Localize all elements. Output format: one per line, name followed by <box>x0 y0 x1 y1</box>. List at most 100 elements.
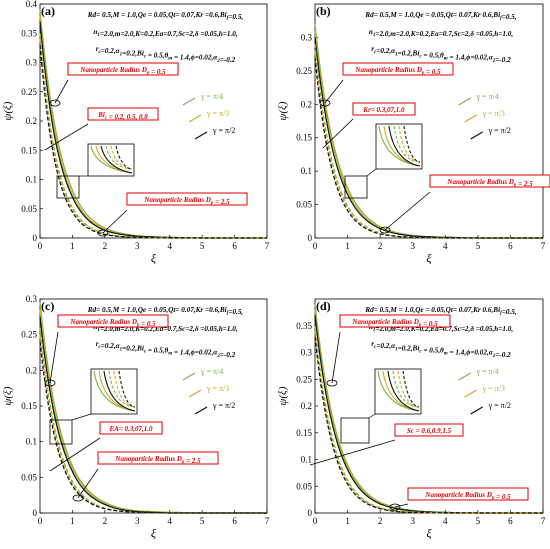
legend-label: γ = π/4 <box>200 92 223 101</box>
legend-label: γ = π/3 <box>206 384 229 393</box>
zoom-curve <box>388 125 421 167</box>
x-tick-label: 1 <box>70 516 75 526</box>
plot-frame <box>314 3 544 239</box>
parameter-line: n1=2.0,m=2.0,K=0.2,Ea=0.7,Sc=2,δ =0.05,h… <box>369 28 513 38</box>
y-tick-label: 0.05 <box>296 481 312 491</box>
y-tick-label: 0.05 <box>21 204 37 214</box>
zoom-region <box>56 175 80 199</box>
x-tick-label: 0 <box>313 241 318 251</box>
legend-label: γ = π/3 <box>482 384 505 393</box>
marker-ellipse <box>326 379 338 387</box>
callout-box <box>342 62 454 76</box>
callout-label: Nanoparticle Radius Dp = 0.5 <box>354 66 441 76</box>
callout-label: Kr= 0.3,07,1.0 <box>362 106 405 114</box>
callout-arrow <box>77 468 99 499</box>
series-line <box>314 336 543 514</box>
y-tick-label: 0.05 <box>296 200 312 210</box>
y-tick-label: 0.3 <box>26 294 38 304</box>
x-tick-label: 3 <box>135 241 140 251</box>
panel-4: 0 1 2 3 4 5 6 7 0 0.05 0.1 0.15 0.2 0.25 0.3 0.35 ξ ψ(ξ) (… <box>277 298 546 540</box>
parameter-line: rc=0.2,α1=0.2,Bic = 0.5,θm = 1.4,ϕ=0.02,… <box>371 45 511 64</box>
legend-label: γ = π/2 <box>212 401 235 410</box>
callout-box <box>126 192 248 206</box>
y-tick-label: 0.25 <box>296 66 312 76</box>
parameter-line: Rd= 0.5,M = 1.0,Qe = 0.05,Qt= 0.07,Kr =0… <box>87 306 244 316</box>
x-tick-label: 0 <box>38 241 43 251</box>
parameter-line: rc=0.2,α1=0.2,Bic = 0.5,θm = 1.4,ϕ=0.02,… <box>96 340 236 359</box>
y-tick-label: 0.25 <box>296 374 312 384</box>
zoom-inset <box>87 143 135 177</box>
parameter-line: rc=0.2,α1=0.2,Bic = 0.5,θm = 1.4,ϕ=0.02,… <box>96 45 236 64</box>
callout-box <box>87 107 159 121</box>
y-axis-label: ψ(ξ) <box>2 101 14 120</box>
series-line <box>314 37 543 239</box>
y-tick-label: 0.1 <box>26 437 37 447</box>
y-tick-label: 0.2 <box>26 116 37 126</box>
callout-arrow <box>44 123 89 151</box>
x-tick-label: 0 <box>38 516 43 526</box>
callout-arrow <box>49 331 59 384</box>
series-line <box>314 57 543 239</box>
x-axis-label: ξ <box>426 251 432 265</box>
legend-swatch <box>188 114 202 123</box>
y-tick-label: 0.1 <box>26 175 37 185</box>
y-tick-label: 0 <box>33 508 38 518</box>
x-tick-label: 5 <box>476 241 481 251</box>
legend-label: γ = π/2 <box>488 401 511 410</box>
y-tick-label: 0.35 <box>296 321 312 331</box>
callout-box <box>394 423 464 437</box>
y-tick-label: 0.3 <box>301 32 313 42</box>
legend-label: γ = π/2 <box>488 126 511 135</box>
legend-label: γ = π/3 <box>206 109 229 118</box>
callout-label: Nanoparticle Radius Dp = 2.5 <box>143 196 230 206</box>
x-tick-label: 1 <box>345 516 350 526</box>
callout-box <box>57 314 169 328</box>
legend-label: γ = π/4 <box>476 92 499 101</box>
marker-ellipse <box>319 99 331 107</box>
callout-label: Sc = 0.6,0.9,1.5 <box>407 427 452 435</box>
x-tick-label: 1 <box>70 241 75 251</box>
parameter-line: Rd= 0.5,M = 1.0,Qe = 0.05,Qt= 0.07,Kr 0.… <box>364 306 517 316</box>
y-tick-label: 0.2 <box>26 365 37 375</box>
callout-label: Nanoparticle Radius Dp = 0.5 <box>69 318 156 328</box>
x-tick-label: 7 <box>265 516 270 526</box>
y-tick-label: 0.2 <box>301 401 312 411</box>
zoom-curve <box>103 370 136 412</box>
panel-label: (d) <box>316 299 331 313</box>
x-tick-label: 2 <box>378 241 383 251</box>
panel-label: (b) <box>316 4 331 18</box>
legend-label: γ = π/2 <box>212 126 235 135</box>
panel-label: (a) <box>41 4 55 18</box>
callout-label: Nanoparticle Radius Dp = 0.5 <box>351 318 438 328</box>
x-tick-label: 2 <box>103 241 108 251</box>
marker-ellipse <box>389 503 401 511</box>
x-tick-label: 5 <box>476 516 481 526</box>
y-tick-label: 0.1 <box>301 166 312 176</box>
callout-arrow <box>49 437 101 472</box>
zoom-curve <box>100 145 133 174</box>
legend-swatch <box>458 97 471 106</box>
marker-ellipse <box>379 226 391 234</box>
legend-swatch <box>194 131 208 140</box>
legend-swatch <box>182 97 196 106</box>
parameter-line: Rd= 0.5,M = 1.0,Qe = 0.05,Qt= 0.07,Kr 0.… <box>364 11 517 21</box>
y-tick-label: 0.15 <box>296 428 312 438</box>
callout-label: Nanoparticle Radius Dp = 0.5 <box>79 66 166 76</box>
y-axis-label: ψ(ξ) <box>2 386 14 405</box>
callout-box <box>339 314 451 328</box>
y-tick-label: 0.35 <box>21 28 37 38</box>
y-axis-label: ψ(ξ) <box>277 386 289 405</box>
parameter-line: n1=2.0,m=2.0,K=0.2,Ea=0.7,Sc=2,δ =0.05,h… <box>93 28 237 38</box>
legend-label: γ = π/4 <box>200 367 223 376</box>
callout-arrow <box>384 191 431 231</box>
y-tick-label: 0 <box>308 233 313 243</box>
marker-ellipse <box>97 229 109 237</box>
legend-swatch <box>470 406 483 415</box>
x-tick-label: 5 <box>200 241 205 251</box>
callout-arrow <box>309 439 396 466</box>
zoom-connector <box>71 413 92 421</box>
zoom-connector <box>368 413 376 419</box>
callout-label: Nanoparticle Radius Dp = 2.5 <box>446 178 533 188</box>
marker-ellipse <box>72 494 84 502</box>
y-axis-label: ψ(ξ) <box>277 101 289 120</box>
